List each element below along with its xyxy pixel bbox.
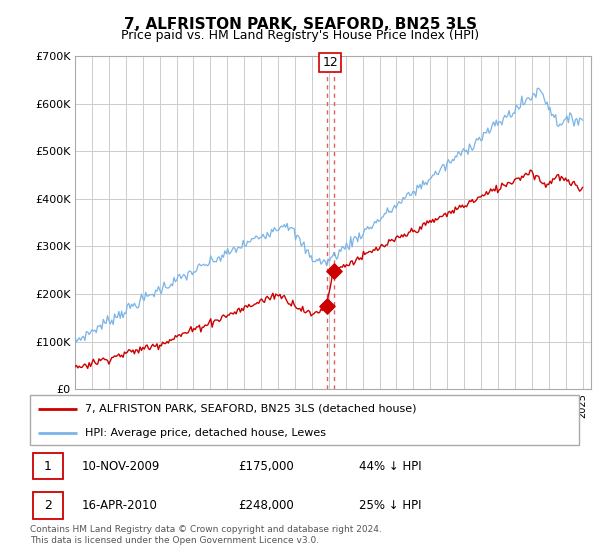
Text: 2: 2 xyxy=(44,499,52,512)
FancyBboxPatch shape xyxy=(30,395,579,445)
Text: 7, ALFRISTON PARK, SEAFORD, BN25 3LS (detached house): 7, ALFRISTON PARK, SEAFORD, BN25 3LS (de… xyxy=(85,404,416,414)
Point xyxy=(322,301,331,310)
FancyBboxPatch shape xyxy=(33,492,63,519)
Text: 16-APR-2010: 16-APR-2010 xyxy=(82,499,158,512)
Text: 44% ↓ HPI: 44% ↓ HPI xyxy=(359,460,422,473)
Text: Contains HM Land Registry data © Crown copyright and database right 2024.
This d: Contains HM Land Registry data © Crown c… xyxy=(30,525,382,545)
Text: £248,000: £248,000 xyxy=(239,499,295,512)
FancyBboxPatch shape xyxy=(33,453,63,479)
Text: 1: 1 xyxy=(44,460,52,473)
Point xyxy=(329,267,338,276)
Text: 25% ↓ HPI: 25% ↓ HPI xyxy=(359,499,422,512)
Text: 12: 12 xyxy=(322,56,338,69)
Text: £175,000: £175,000 xyxy=(239,460,295,473)
Text: 7, ALFRISTON PARK, SEAFORD, BN25 3LS: 7, ALFRISTON PARK, SEAFORD, BN25 3LS xyxy=(124,17,476,32)
Text: 10-NOV-2009: 10-NOV-2009 xyxy=(82,460,161,473)
Text: Price paid vs. HM Land Registry's House Price Index (HPI): Price paid vs. HM Land Registry's House … xyxy=(121,29,479,42)
Text: HPI: Average price, detached house, Lewes: HPI: Average price, detached house, Lewe… xyxy=(85,428,326,437)
